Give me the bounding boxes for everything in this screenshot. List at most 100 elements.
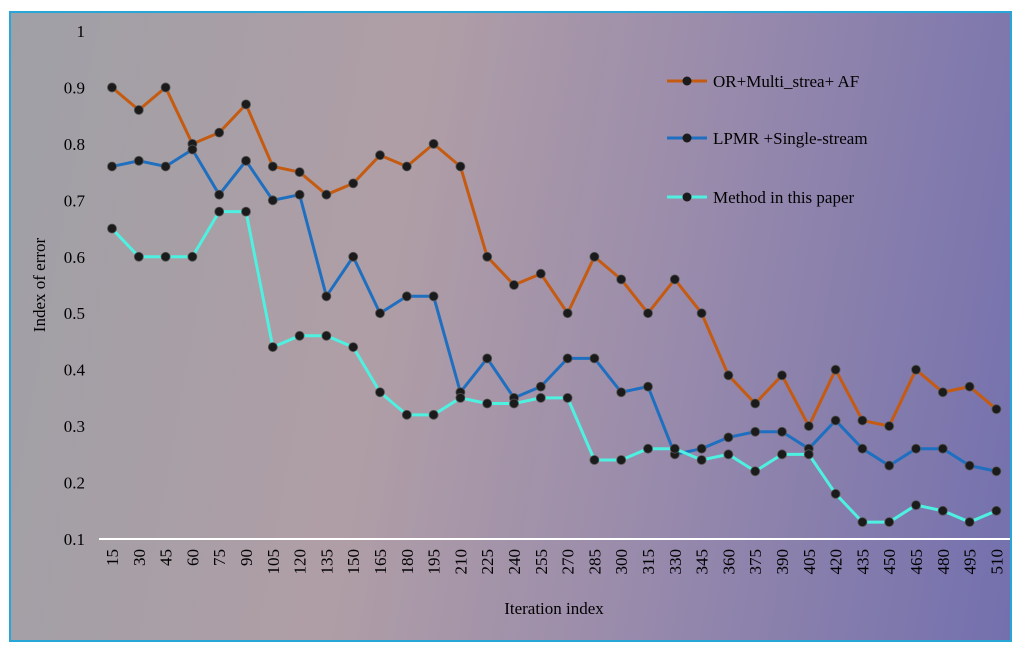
data-point [777,426,787,437]
data-point [937,505,948,516]
data-point [535,268,546,279]
data-point [991,505,1002,516]
data-point [535,392,546,403]
legend-item: OR+Multi_strea+ AF [667,72,859,91]
data-point [348,342,359,352]
x-tick-label: 165 [371,549,390,575]
data-point [348,178,359,189]
data-point [482,353,493,364]
data-point [428,291,439,302]
legend-label: Method in this paper [713,188,855,207]
x-tick-label: 285 [585,549,604,575]
data-point [133,251,144,262]
data-point [643,308,653,319]
data-point [321,330,332,341]
data-point [616,274,627,285]
data-point [321,291,332,302]
data-point [803,421,814,432]
series-line [111,85,998,428]
x-tick-label: 240 [505,549,524,575]
chart-frame: 0.1 0.2 0.3 0.4 0.5 0.6 0.7 0.8 0.9 1 15 30 45 60 75 9… [9,11,1012,642]
y-tick-label: 0.6 [64,248,85,267]
x-tick-label: 375 [746,549,765,575]
data-point [160,161,171,172]
data-point [160,82,171,93]
legend-item: Method in this paper [667,188,855,207]
series-2 [107,144,1002,477]
legend-marker [682,76,692,86]
x-tick-label: 195 [425,549,444,575]
series-line [110,210,997,524]
y-axis-ticks: 0.1 0.2 0.3 0.4 0.5 0.6 0.7 0.8 0.9 1 [64,22,86,549]
x-tick-label: 330 [666,549,685,575]
y-tick-label: 0.7 [64,191,86,210]
data-point [107,223,117,234]
data-point [214,127,225,138]
data-point [723,432,734,443]
x-tick-label: 510 [987,549,1006,575]
data-point [294,330,305,341]
data-point [696,455,707,465]
data-point [509,280,519,290]
data-point [187,251,198,262]
x-tick-label: 420 [827,549,846,575]
x-tick-label: 345 [693,549,712,575]
series-group [107,82,1002,527]
x-tick-label: 435 [853,549,872,575]
data-point [375,150,385,161]
x-tick-label: 495 [961,549,980,575]
x-axis-ticks: 15 30 45 60 75 90 105 120 135 150 165 180 195 210 225 2… [103,549,1006,575]
data-point [589,251,600,262]
data-point [562,392,573,403]
x-axis-label: Iteration index [504,599,604,618]
data-point [294,189,305,200]
data-point [911,364,921,375]
data-point [723,370,734,381]
data-point [884,517,895,527]
series-line [111,148,997,473]
x-tick-label: 450 [880,549,899,575]
data-point [375,387,385,398]
data-point [267,195,278,206]
data-point [589,455,600,465]
data-point [669,443,680,454]
data-point [696,443,707,454]
data-point [884,460,895,471]
data-point [133,105,144,115]
x-tick-label: 15 [103,549,122,566]
data-point [964,381,975,392]
data-point [643,381,653,392]
data-point [830,415,841,426]
data-point [777,370,787,381]
data-point [562,353,573,364]
y-tick-label: 0.3 [64,417,85,436]
x-tick-label: 45 [157,549,176,566]
data-point [911,443,921,454]
y-tick-label: 0.8 [64,135,85,154]
data-point [401,409,412,420]
data-point [455,392,466,403]
x-tick-label: 60 [183,549,202,566]
data-point [241,155,251,166]
x-tick-label: 120 [291,549,310,575]
data-point [535,381,546,392]
data-point [991,466,1002,477]
y-axis-label: Index of error [30,237,49,332]
data-point [643,443,653,454]
data-point [321,189,332,200]
x-tick-label: 270 [559,549,578,575]
data-point [884,421,895,432]
data-point [107,82,117,93]
data-point [267,342,278,352]
data-point [107,161,117,172]
legend-label: OR+Multi_strea+ AF [713,72,859,91]
y-tick-label: 0.4 [64,361,86,380]
data-point [482,398,493,409]
data-point [964,517,975,527]
data-point [937,387,948,398]
data-point [214,189,225,200]
data-point [964,460,975,471]
legend-item: LPMR +Single-stream [667,129,868,148]
x-tick-label: 210 [451,549,470,575]
data-point [857,443,868,454]
